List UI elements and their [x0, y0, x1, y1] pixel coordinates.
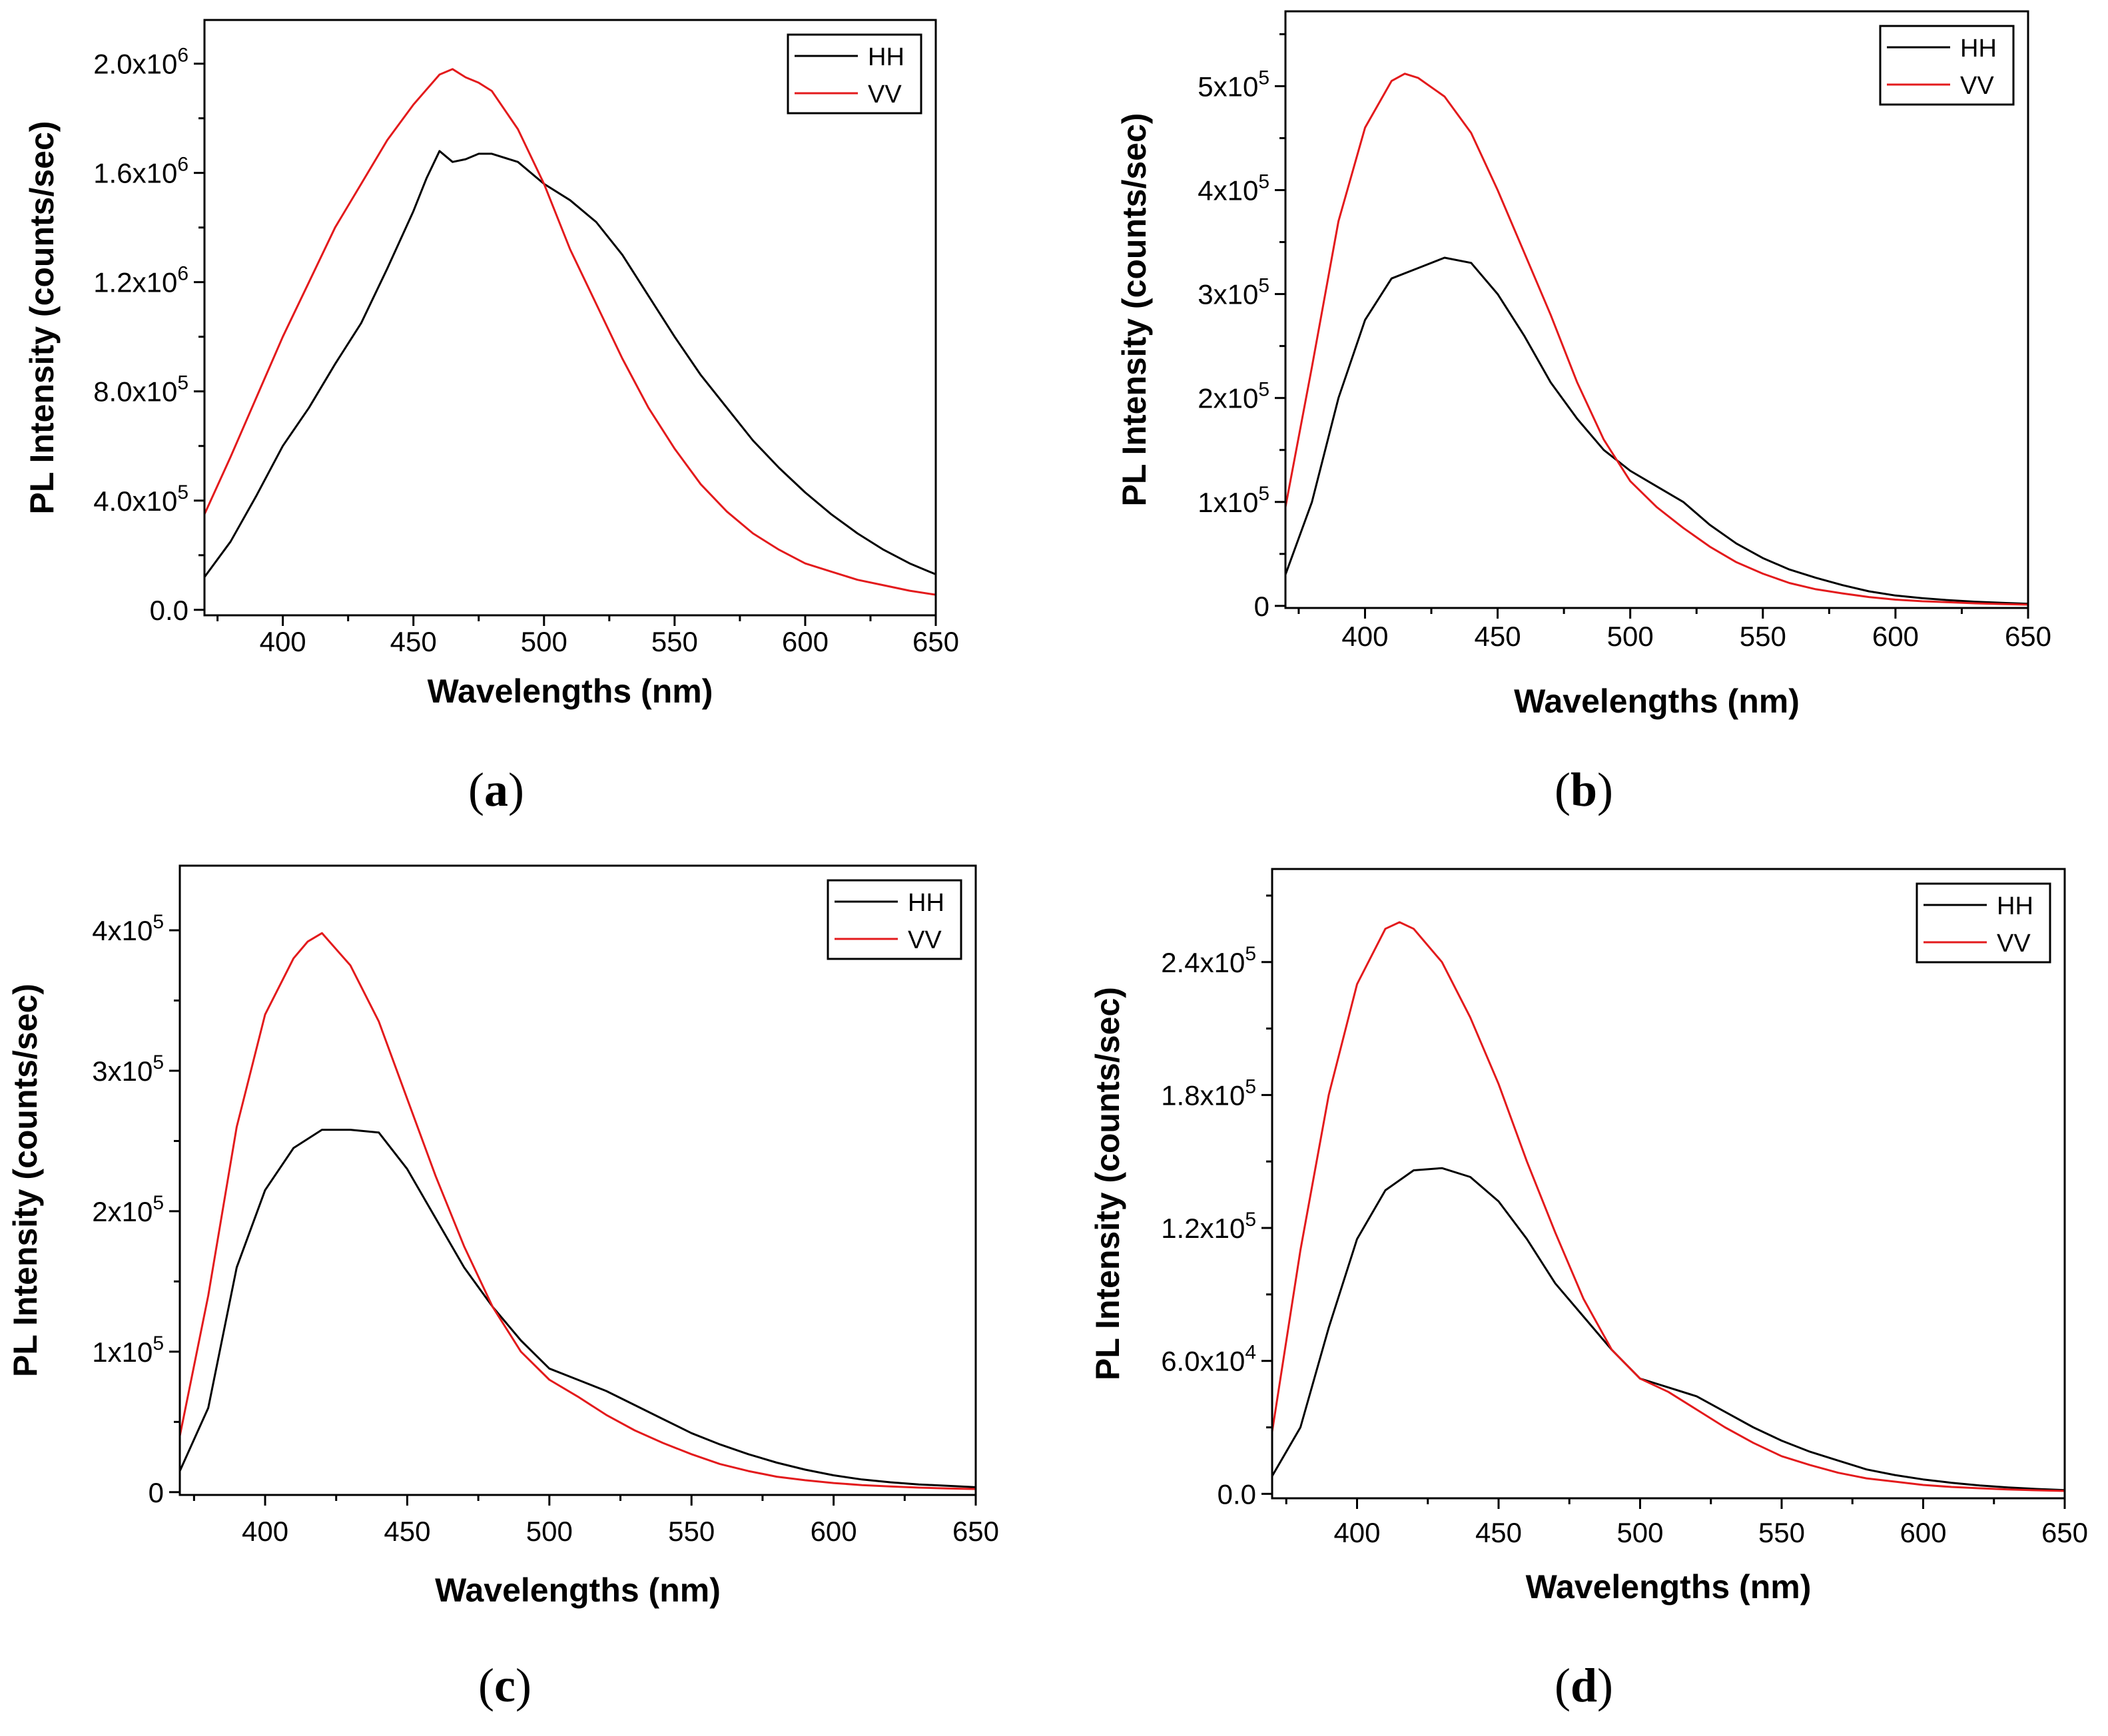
legend-box [787, 33, 922, 115]
y-tick-label: 4x105 [92, 911, 164, 946]
y-tick-label: 4x105 [1198, 170, 1269, 206]
panel-caption: (a) [468, 763, 524, 816]
panel-caption: (d) [1555, 1659, 1613, 1712]
legend-label-hh: HH [868, 43, 904, 71]
y-tick-label: 1x105 [1198, 483, 1269, 518]
legend: HH VV [1916, 882, 2051, 964]
y-axis-title: PL Intensity (counts/sec) [1116, 113, 1153, 507]
plot-frame [203, 19, 937, 617]
panel-caption: (b) [1555, 763, 1613, 816]
y-tick-label: 0.0 [1218, 1478, 1256, 1510]
x-tick-label: 450 [390, 626, 437, 657]
y-tick-label: 5x105 [1198, 67, 1269, 102]
legend-label-vv: VV [908, 926, 942, 954]
y-axis-title: PL Intensity (counts/sec) [7, 984, 44, 1377]
y-tick-label: 0 [1254, 591, 1269, 622]
series-line-hh [1285, 256, 2028, 605]
y-tick-label: 4.0x105 [93, 481, 188, 517]
x-tick-label: 400 [242, 1516, 288, 1547]
y-tick-label: 1.6x106 [93, 154, 188, 189]
y-tick-label: 1.8x105 [1161, 1075, 1256, 1111]
legend: HH VV [1879, 25, 2015, 106]
y-tick-label: 1.2x106 [93, 263, 188, 298]
x-tick-label: 650 [2005, 621, 2051, 652]
x-tick-label: 650 [952, 1516, 999, 1547]
x-axis-title: Wavelengths (nm) [428, 673, 713, 710]
y-tick-label: 2.4x105 [1161, 943, 1256, 978]
legend-label-vv: VV [1960, 72, 1994, 100]
series-line-vv [180, 932, 976, 1490]
x-axis-title: Wavelengths (nm) [435, 1572, 721, 1609]
x-tick-label: 600 [811, 1516, 857, 1547]
plot-frame [178, 864, 977, 1496]
series-line-vv [204, 68, 936, 596]
legend-box [1916, 882, 2051, 964]
x-tick-label: 450 [1475, 621, 1521, 652]
series-line-hh [1272, 1167, 2065, 1492]
x-tick-label: 550 [1758, 1517, 1805, 1548]
panel-d: 400 450 500 550 600 650 0.0 6.0x104 1.2x105 1.8x1… [1089, 868, 2088, 1712]
x-tick-label: 400 [260, 626, 306, 657]
y-tick-label: 2x105 [92, 1192, 164, 1227]
x-tick-label: 500 [521, 626, 567, 657]
legend-label-vv: VV [868, 81, 902, 109]
panel-c: 400 450 500 550 600 650 0 1x105 2x105 3x105 4x105 W… [7, 864, 999, 1712]
x-tick-label: 400 [1341, 621, 1388, 652]
x-tick-label: 600 [1900, 1517, 1946, 1548]
y-tick-label: 6.0x104 [1161, 1342, 1256, 1377]
y-tick-label: 1x105 [92, 1332, 164, 1368]
y-tick-label: 2x105 [1198, 379, 1269, 414]
y-axis-title: PL Intensity (counts/sec) [1089, 987, 1126, 1380]
panel-b: 400 450 500 550 600 650 0 1x105 2x105 3x105 4x105 5… [1116, 10, 2051, 816]
legend: HH VV [787, 33, 922, 115]
x-tick-label: 600 [782, 626, 829, 657]
x-axis-title: Wavelengths (nm) [1526, 1568, 1812, 1605]
x-tick-label: 550 [651, 626, 698, 657]
legend-box [827, 879, 962, 960]
legend-label-hh: HH [1960, 35, 1997, 63]
x-tick-label: 650 [912, 626, 959, 657]
series-line-hh [204, 150, 936, 578]
plot-frame [1271, 868, 2066, 1500]
series-line-vv [1272, 921, 2065, 1492]
x-tick-label: 600 [1872, 621, 1919, 652]
x-tick-label: 500 [526, 1516, 573, 1547]
x-tick-label: 500 [1607, 621, 1654, 652]
legend: HH VV [827, 879, 962, 960]
legend-box [1879, 25, 2015, 106]
series-line-hh [180, 1129, 976, 1488]
legend-label-hh: HH [1997, 892, 2033, 920]
y-tick-label: 2.0x106 [93, 45, 188, 80]
plot-frame [1284, 10, 2029, 609]
y-tick-label: 0.0 [150, 595, 188, 626]
x-tick-label: 650 [2041, 1517, 2088, 1548]
legend-label-vv: VV [1997, 930, 2031, 958]
x-axis-title: Wavelengths (nm) [1514, 683, 1800, 720]
x-tick-label: 550 [1740, 621, 1786, 652]
y-tick-label: 1.2x105 [1161, 1209, 1256, 1244]
y-tick-label: 0 [149, 1477, 164, 1508]
x-tick-label: 400 [1333, 1517, 1380, 1548]
y-tick-label: 3x105 [1198, 275, 1269, 310]
x-tick-label: 500 [1616, 1517, 1663, 1548]
y-tick-label: 8.0x105 [93, 372, 188, 408]
y-axis-title: PL Intensity (counts/sec) [23, 121, 61, 515]
panel-a: 400 450 500 550 600 650 0.0 4.0x105 8.0x105 1.2x1… [23, 19, 959, 816]
legend-label-hh: HH [908, 889, 944, 917]
x-tick-label: 450 [384, 1516, 430, 1547]
x-tick-label: 450 [1475, 1517, 1522, 1548]
x-tick-label: 550 [668, 1516, 715, 1547]
panel-caption: (c) [478, 1659, 531, 1712]
y-tick-label: 3x105 [92, 1051, 164, 1087]
series-line-vv [1285, 73, 2028, 606]
